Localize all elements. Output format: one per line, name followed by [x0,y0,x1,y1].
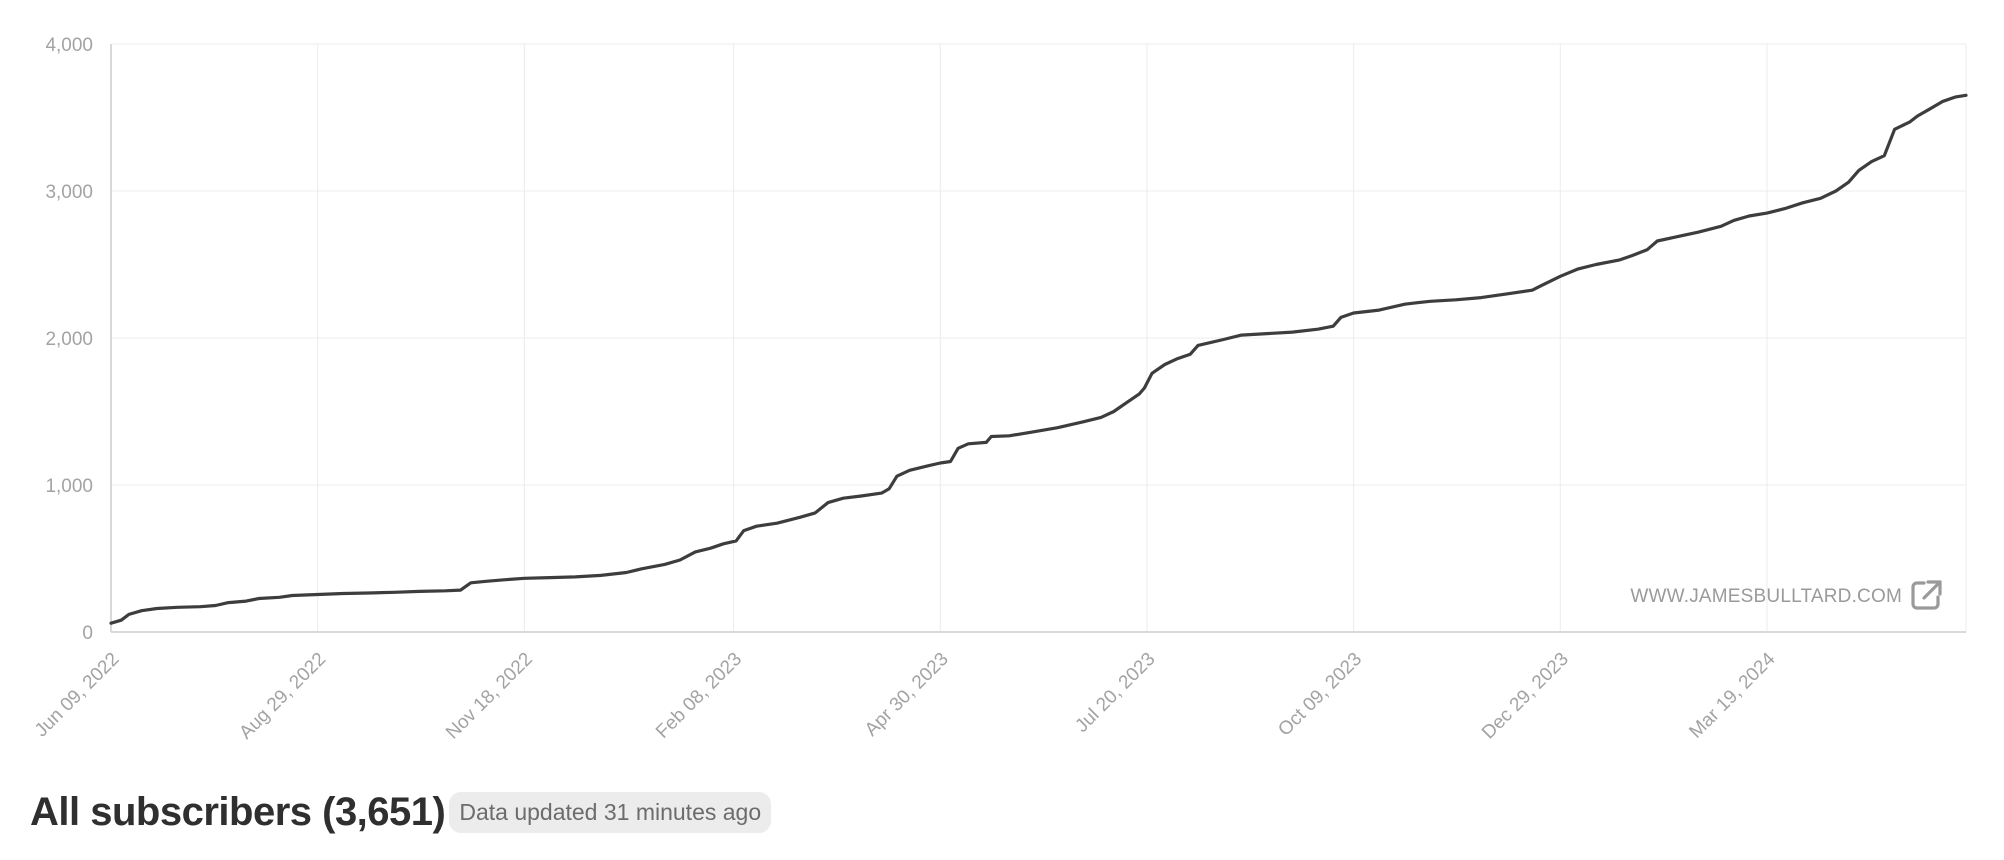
x-tick-label: Mar 19, 2024 [1685,648,1779,742]
status-badge: Data updated 31 minutes ago [449,792,772,833]
y-tick-label: 3,000 [45,182,93,203]
x-tick-label: Oct 09, 2023 [1274,649,1366,741]
x-tick-label: Jul 20, 2023 [1071,649,1159,737]
watermark-text[interactable]: WWW.JAMESBULLTARD.COM [1630,586,1902,607]
gridlines [111,43,1967,632]
external-link-icon[interactable] [1911,580,1942,610]
x-tick-label: Nov 18, 2022 [442,649,537,744]
x-tick-label: Dec 29, 2023 [1478,649,1573,744]
y-tick-label: 2,000 [45,329,93,350]
series-line-subscribers [109,93,1968,625]
x-tick-label: Aug 29, 2022 [235,649,330,744]
series-layer [109,93,1968,625]
x-tick-label: Jun 09, 2022 [31,649,124,742]
axes [110,44,1966,633]
x-tick-label: Apr 30, 2023 [861,649,953,741]
watermark[interactable]: WWW.JAMESBULLTARD.COM [1630,580,1942,610]
chart-footer: All subscribers (3,651) Data updated 31 … [30,790,772,835]
y-tick-label: 1,000 [45,476,93,497]
subscribers-chart: 0 1,000 2,000 3,000 4,000 Jun 09, 2022 Aug 29… [31,35,1968,743]
y-tick-label: 0 [82,623,93,644]
page-title: All subscribers (3,651) [30,790,446,834]
x-axis-ticks: Jun 09, 2022 Aug 29, 2022 Nov 18, 2022 Feb … [31,648,1780,743]
y-tick-label: 4,000 [45,35,93,56]
x-tick-label: Feb 08, 2023 [652,649,746,743]
y-axis-ticks: 0 1,000 2,000 3,000 4,000 [45,35,93,644]
